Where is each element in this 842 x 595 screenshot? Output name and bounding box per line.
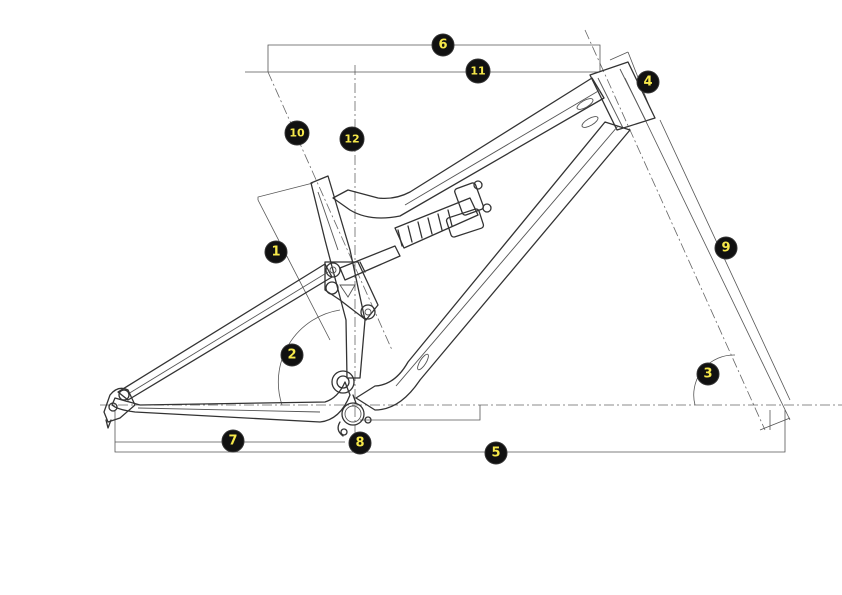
bottom-bracket-area bbox=[331, 370, 372, 437]
marker-label: 11 bbox=[470, 65, 485, 78]
marker-9[interactable]: 9 bbox=[714, 236, 738, 260]
marker-label: 5 bbox=[491, 446, 500, 461]
rocker-link bbox=[324, 261, 379, 321]
rear-dropout bbox=[103, 387, 136, 429]
down-tube bbox=[355, 121, 631, 411]
seat-angle-line bbox=[267, 71, 393, 351]
marker-1[interactable]: 1 bbox=[264, 240, 288, 264]
construction-lines bbox=[100, 29, 842, 445]
marker-6[interactable]: 6 bbox=[431, 33, 455, 57]
marker-8[interactable]: 8 bbox=[348, 431, 372, 455]
marker-label: 4 bbox=[643, 75, 652, 90]
marker-7[interactable]: 7 bbox=[221, 429, 245, 453]
seat-stay bbox=[117, 263, 333, 401]
rear-shock bbox=[339, 180, 492, 281]
head-tube bbox=[589, 61, 656, 131]
marker-label: 9 bbox=[721, 241, 730, 256]
dim-bb-drop bbox=[360, 405, 481, 421]
marker-4[interactable]: 4 bbox=[636, 70, 660, 94]
marker-label: 1 bbox=[271, 245, 280, 260]
marker-label: 3 bbox=[703, 367, 712, 382]
marker-11[interactable]: 11 bbox=[465, 58, 491, 84]
marker-label: 12 bbox=[344, 133, 359, 146]
marker-2[interactable]: 2 bbox=[280, 343, 304, 367]
marker-label: 10 bbox=[289, 127, 305, 140]
marker-label: 2 bbox=[287, 348, 296, 363]
marker-label: 6 bbox=[438, 38, 447, 53]
headtube-dim-a bbox=[609, 51, 629, 61]
dimension-lines bbox=[114, 44, 791, 453]
dim-stack-ext-1 bbox=[624, 77, 791, 421]
dim-seat-tube bbox=[257, 182, 314, 200]
marker-label: 7 bbox=[228, 434, 237, 449]
dim-seat-tube-length bbox=[257, 199, 331, 341]
marker-label: 8 bbox=[355, 436, 364, 451]
marker-12[interactable]: 12 bbox=[339, 126, 365, 152]
marker-5[interactable]: 5 bbox=[484, 441, 508, 465]
seat-tube bbox=[310, 175, 366, 379]
chain-stay bbox=[111, 381, 351, 423]
marker-3[interactable]: 3 bbox=[696, 362, 720, 386]
dim-wheelbase bbox=[114, 410, 786, 453]
dim-stack-foot bbox=[759, 417, 791, 431]
top-tube bbox=[332, 77, 605, 219]
bike-frame bbox=[103, 61, 656, 437]
marker-10[interactable]: 10 bbox=[284, 120, 310, 146]
dim-stack bbox=[659, 119, 791, 401]
head-angle-line bbox=[584, 29, 766, 431]
